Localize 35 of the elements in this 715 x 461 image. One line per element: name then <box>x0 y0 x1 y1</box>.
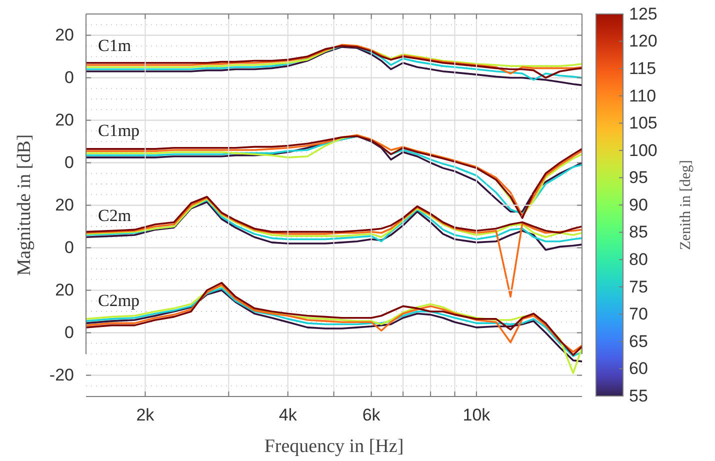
x-tick-label: 6k <box>362 406 381 425</box>
color-bar-label: 100 <box>629 140 658 160</box>
y-tick-label: 0 <box>64 153 74 172</box>
y-tick-label: 20 <box>55 26 74 45</box>
color-bar-label: 125 <box>629 4 658 24</box>
color-bar-title: Zenith in [deg] <box>678 160 694 250</box>
y-tick-label: 20 <box>55 280 74 300</box>
annotation: C2mp <box>98 290 140 310</box>
annotation: C2m <box>98 206 132 225</box>
x-tick-label: 10k <box>462 406 491 425</box>
y-tick-label: 0 <box>64 68 74 88</box>
annotation: C1mp <box>98 120 140 140</box>
color-bar-label: 90 <box>629 195 648 214</box>
color-bar-label: 65 <box>629 332 648 351</box>
color-bar-label: 105 <box>629 114 658 133</box>
annotation: C1m <box>98 36 132 55</box>
color-bar-label: 120 <box>629 32 658 51</box>
color-bar-label: 85 <box>629 222 648 242</box>
y-axis-title: Magnitude in [dB] <box>14 134 35 276</box>
color-bar-label: 95 <box>629 168 648 188</box>
x-tick-label: 2k <box>136 406 155 425</box>
x-tick-label: 4k <box>278 406 298 425</box>
color-bar-label: 115 <box>629 59 656 78</box>
y-tick-label: 0 <box>64 238 74 258</box>
y-tick-label: -20 <box>49 366 74 385</box>
color-bar-label: 55 <box>629 386 648 406</box>
color-bar-label: 110 <box>629 86 656 106</box>
y-tick-label: 0 <box>64 323 74 342</box>
color-bar-label: 70 <box>629 304 648 324</box>
y-tick-label: 20 <box>55 110 74 130</box>
color-bar-label: 75 <box>629 277 648 296</box>
y-tick-label: 20 <box>55 196 74 215</box>
color-bar-label: 80 <box>629 250 648 270</box>
color-bar-label: 60 <box>629 359 648 378</box>
x-axis-title: Frequency in [Hz] <box>264 436 404 457</box>
